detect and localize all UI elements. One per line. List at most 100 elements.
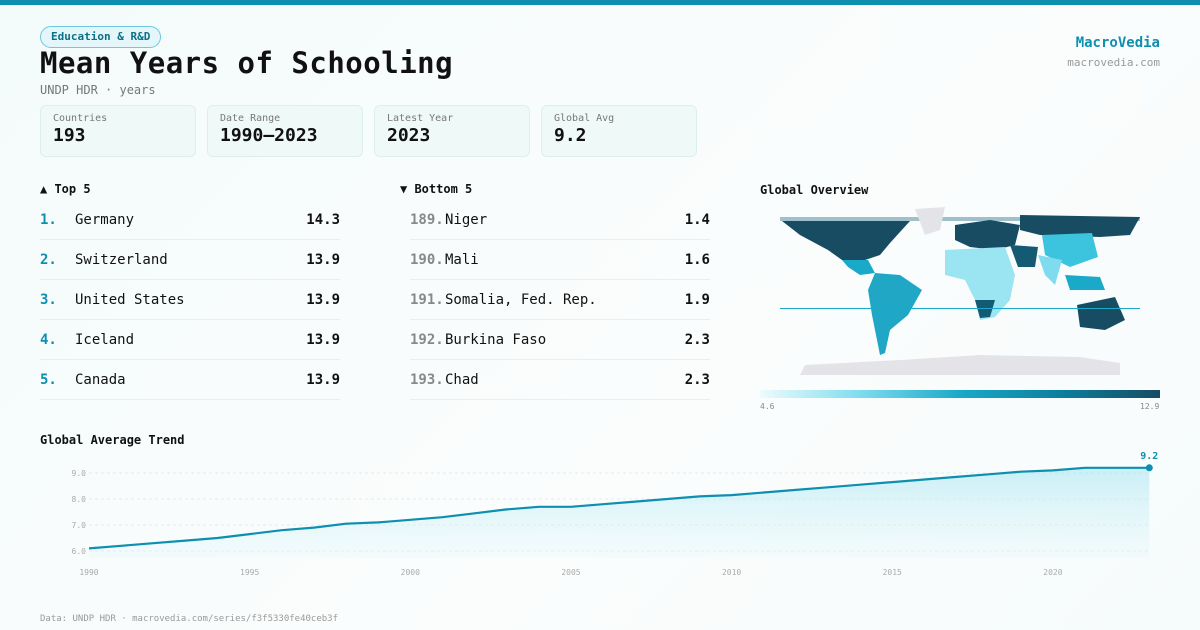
page-subtitle: UNDP HDR · years (40, 83, 156, 97)
x-tick-label: 2000 (401, 568, 420, 577)
source-footer: Data: UNDP HDR · macrovedia.com/series/f… (40, 614, 339, 624)
rank: 1. (40, 211, 57, 228)
list-item[interactable]: 1. Germany 14.3 (40, 200, 340, 240)
rank: 3. (40, 291, 57, 308)
stat-value: 9.2 (554, 125, 587, 146)
stat-label: Countries (53, 113, 108, 124)
bottom5-list: 189. Niger 1.4 190. Mali 1.6 191. Somali… (410, 200, 710, 400)
list-item[interactable]: 191. Somalia, Fed. Rep. 1.9 (410, 280, 710, 320)
x-tick-label: 2020 (1043, 568, 1062, 577)
north-america (782, 221, 910, 260)
country-name: Chad (445, 371, 479, 388)
country-value: 13.9 (306, 251, 340, 268)
stat-countries: Countries 193 (40, 105, 196, 157)
stat-label: Latest Year (387, 113, 454, 124)
list-item[interactable]: 3. United States 13.9 (40, 280, 340, 320)
legend-max-label: 12.9 (1140, 402, 1160, 411)
category-badge: Education & R&D (40, 26, 162, 48)
list-item[interactable]: 4. Iceland 13.9 (40, 320, 340, 360)
trend-chart: 6.0 7.0 8.0 9.0 1990 1995 2000 2005 2010 2015 2020… (72, 451, 1159, 577)
rank: 193. (410, 371, 444, 388)
country-name: Germany (75, 211, 135, 228)
europe (955, 220, 1020, 250)
trend-area (89, 467, 1150, 558)
x-tick-label: 2015 (883, 568, 902, 577)
map-artifact-line (780, 308, 1140, 309)
africa (945, 247, 1015, 320)
y-tick-label: 7.0 (72, 521, 87, 530)
country-value: 2.3 (684, 371, 710, 388)
stat-date-range: Date Range 1990–2023 (207, 105, 363, 157)
trend-chart-title: Global Average Trend (40, 433, 185, 447)
stat-label: Date Range (220, 113, 281, 124)
top5-heading: ▲ Top 5 (40, 182, 91, 196)
country-value: 13.9 (306, 331, 340, 348)
rank: 192. (410, 331, 444, 348)
brand-logo[interactable]: MacroVedia (1075, 35, 1160, 51)
top5-list: 1. Germany 14.3 2. Switzerland 13.9 3. U… (40, 200, 340, 400)
country-name: Burkina Faso (445, 331, 547, 348)
country-name: Canada (75, 371, 126, 388)
south-america (868, 273, 922, 355)
rank: 5. (40, 371, 57, 388)
country-value: 1.9 (684, 291, 710, 308)
top-accent-bar (0, 0, 1200, 5)
country-value: 14.3 (306, 211, 340, 228)
rank: 190. (410, 251, 444, 268)
rank: 4. (40, 331, 57, 348)
trend-line (88, 466, 1150, 550)
country-name: Mali (445, 251, 479, 268)
stat-value: 2023 (387, 125, 431, 146)
central-america (842, 260, 875, 275)
brand-url[interactable]: macrovedia.com (1067, 56, 1160, 69)
country-value: 1.6 (684, 251, 710, 268)
end-point-marker (1145, 464, 1153, 472)
end-value-label: 9.2 (1140, 451, 1158, 462)
country-name: Iceland (75, 331, 135, 348)
country-name: United States (75, 291, 185, 308)
country-name: Niger (445, 211, 488, 228)
country-name: Switzerland (75, 251, 168, 268)
list-item[interactable]: 189. Niger 1.4 (410, 200, 710, 240)
rank: 2. (40, 251, 57, 268)
y-tick-label: 9.0 (72, 469, 87, 478)
x-tick-label: 1995 (240, 568, 259, 577)
y-tick-label: 8.0 (72, 495, 87, 504)
list-item[interactable]: 2. Switzerland 13.9 (40, 240, 340, 280)
x-tick-label: 2010 (722, 568, 741, 577)
y-tick-label: 6.0 (72, 547, 87, 556)
country-value: 1.4 (684, 211, 710, 228)
x-tick-label: 2005 (561, 568, 580, 577)
stat-label: Global Avg (554, 113, 615, 124)
country-value: 2.3 (684, 331, 710, 348)
greenland (915, 207, 945, 235)
page-title: Mean Years of Schooling (40, 46, 454, 80)
legend-min-label: 4.6 (760, 402, 775, 411)
stat-value: 193 (53, 125, 86, 146)
world-choropleth-map[interactable] (780, 205, 1140, 380)
map-artifact-band (780, 217, 1140, 221)
china (1042, 233, 1098, 267)
country-value: 13.9 (306, 291, 340, 308)
australia (1077, 297, 1125, 330)
stat-value: 1990–2023 (220, 125, 318, 146)
country-value: 13.9 (306, 371, 340, 388)
country-name: Somalia, Fed. Rep. (445, 291, 597, 308)
list-item[interactable]: 192. Burkina Faso 2.3 (410, 320, 710, 360)
bottom5-heading: ▼ Bottom 5 (400, 182, 473, 196)
middle-east (1010, 245, 1038, 267)
x-tick-label: 1990 (79, 568, 98, 577)
stat-latest-year: Latest Year 2023 (374, 105, 530, 157)
list-item[interactable]: 190. Mali 1.6 (410, 240, 710, 280)
india (1038, 255, 1062, 285)
color-scale-legend (760, 390, 1160, 398)
rank: 189. (410, 211, 444, 228)
russia (1020, 215, 1140, 237)
southeast-asia (1065, 275, 1105, 290)
list-item[interactable]: 5. Canada 13.9 (40, 360, 340, 400)
antarctica (800, 355, 1120, 375)
map-title: Global Overview (760, 183, 869, 197)
list-item[interactable]: 193. Chad 2.3 (410, 360, 710, 400)
rank: 191. (410, 291, 444, 308)
stat-global-avg: Global Avg 9.2 (541, 105, 697, 157)
